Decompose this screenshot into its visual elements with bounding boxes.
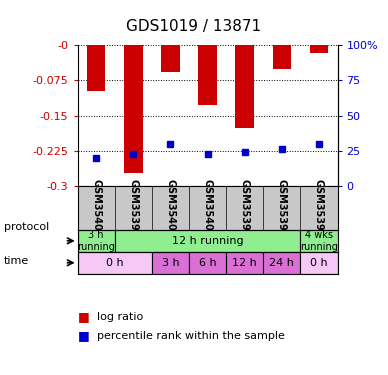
Bar	[310, 45, 328, 54]
Bar	[300, 252, 338, 274]
Bar	[226, 252, 263, 274]
Text: 0 h: 0 h	[310, 258, 328, 268]
Text: 12 h running: 12 h running	[172, 236, 243, 246]
Bar	[161, 45, 180, 72]
Bar	[263, 252, 300, 274]
Text: GSM35398: GSM35398	[240, 178, 250, 237]
Bar	[272, 45, 291, 69]
Text: GDS1019 / 13871: GDS1019 / 13871	[126, 19, 262, 34]
Bar	[124, 45, 142, 173]
Text: GSM35397: GSM35397	[277, 179, 287, 237]
Text: ■: ■	[78, 329, 89, 342]
Text: 0 h: 0 h	[106, 258, 123, 268]
Text: 24 h: 24 h	[269, 258, 294, 268]
Bar	[198, 45, 217, 105]
Bar	[115, 230, 300, 252]
Text: GSM35400: GSM35400	[91, 179, 101, 237]
Bar	[236, 45, 254, 128]
Text: 3 h
running: 3 h running	[77, 230, 115, 252]
Text: protocol: protocol	[4, 222, 49, 232]
Text: 4 wks
running: 4 wks running	[300, 230, 338, 252]
Text: GSM35402: GSM35402	[203, 179, 213, 237]
Bar	[189, 252, 226, 274]
Text: ■: ■	[78, 310, 89, 323]
Text: GSM35396: GSM35396	[314, 179, 324, 237]
Bar	[152, 252, 189, 274]
Bar	[87, 45, 106, 91]
Text: log ratio: log ratio	[97, 312, 143, 322]
Text: time: time	[4, 256, 29, 266]
Text: GSM35401: GSM35401	[165, 179, 175, 237]
Text: 12 h: 12 h	[232, 258, 257, 268]
Text: percentile rank within the sample: percentile rank within the sample	[97, 331, 285, 340]
Bar	[78, 252, 152, 274]
Bar	[78, 230, 115, 252]
Text: GSM35399: GSM35399	[128, 179, 138, 237]
Text: 3 h: 3 h	[162, 258, 179, 268]
Bar	[300, 230, 338, 252]
Text: 6 h: 6 h	[199, 258, 217, 268]
